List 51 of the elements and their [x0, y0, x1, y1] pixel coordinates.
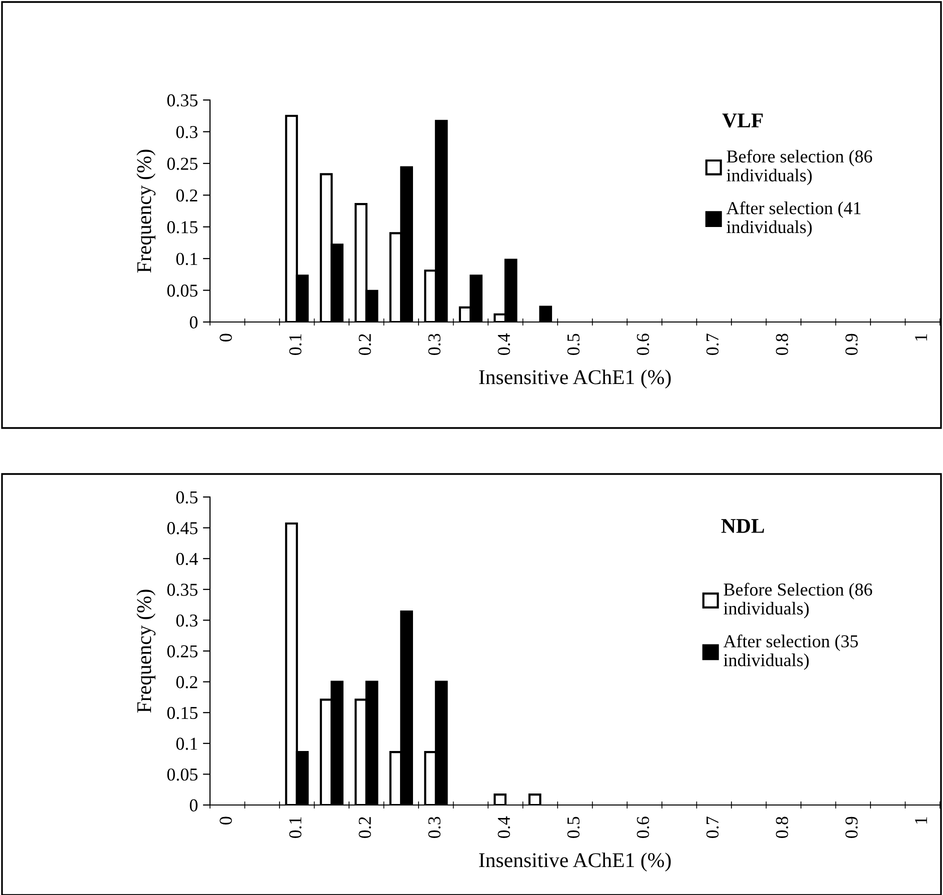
y-axis-title: Frequency (%): [136, 590, 156, 713]
x-tick-label: 0.5: [567, 334, 580, 355]
legend-label: After selection (41 individuals): [726, 201, 861, 237]
y-axis-title: Frequency (%): [136, 150, 156, 273]
y-tick-label: 0.3: [176, 126, 198, 138]
y-tick-label: 0: [190, 799, 198, 812]
y-tick-label: 0.05: [167, 768, 198, 781]
x-tick-label: 0: [220, 816, 232, 824]
x-tick-label: 0: [220, 334, 232, 342]
y-tick-label: 0.45: [167, 522, 198, 534]
legend-label: Before Selection (86 individuals): [724, 582, 872, 618]
x-tick-label: 0.3: [428, 816, 441, 838]
y-tick-label: 0.35: [167, 94, 198, 107]
x-tick-label: 0.2: [358, 334, 372, 355]
y-tick-label: 0.4: [176, 552, 198, 566]
text: NDL: [721, 519, 764, 533]
y-tick-label: 0.2: [176, 676, 198, 688]
x-tick-label: 0.5: [567, 816, 580, 838]
legend-label: Before selection (86 individuals): [726, 150, 872, 186]
x-tick-label: 0.1: [289, 817, 302, 838]
x-tick-label: 0.2: [358, 817, 372, 838]
x-tick-label: 0.1: [289, 334, 302, 355]
y-tick-label: 0.25: [167, 645, 198, 658]
x-tick-label: 0.8: [776, 334, 788, 355]
y-tick-label: 0.25: [167, 158, 198, 170]
x-tick-label: 0.8: [776, 816, 788, 838]
x-tick-label: 0.4: [498, 816, 510, 838]
x-tick-label: 0.4: [498, 333, 510, 355]
x-axis-title: Insensitive AChE1 (%): [479, 370, 671, 388]
y-tick-label: 0.15: [167, 706, 198, 720]
y-tick-label: 0.1: [176, 738, 198, 750]
y-tick-label: 0.05: [167, 284, 198, 297]
x-tick-label: 0.6: [636, 816, 650, 838]
x-tick-label: 1: [915, 817, 927, 824]
y-tick-label: 0.3: [176, 614, 198, 627]
x-tick-label: 0.6: [636, 334, 650, 355]
y-tick-label: 0.1: [176, 252, 198, 266]
y-tick-label: 0.2: [176, 189, 198, 202]
y-tick-label: 0.35: [167, 584, 198, 596]
y-tick-label: 0: [190, 316, 198, 328]
y-tick-label: 0.15: [167, 221, 198, 234]
x-tick-label: 0.9: [845, 816, 858, 838]
x-tick-label: 0.3: [428, 334, 441, 355]
x-tick-label: 1: [915, 334, 927, 341]
x-tick-label: 0.9: [845, 334, 858, 355]
x-tick-label: 0.7: [706, 816, 719, 838]
legend-label: After selection (35 individuals): [723, 634, 858, 670]
x-tick-label: 0.7: [706, 334, 719, 355]
chart-title: VLF: [722, 114, 763, 128]
x-axis-title: Insensitive AChE1 (%): [479, 852, 671, 872]
y-tick-label: 0.5: [176, 491, 198, 504]
